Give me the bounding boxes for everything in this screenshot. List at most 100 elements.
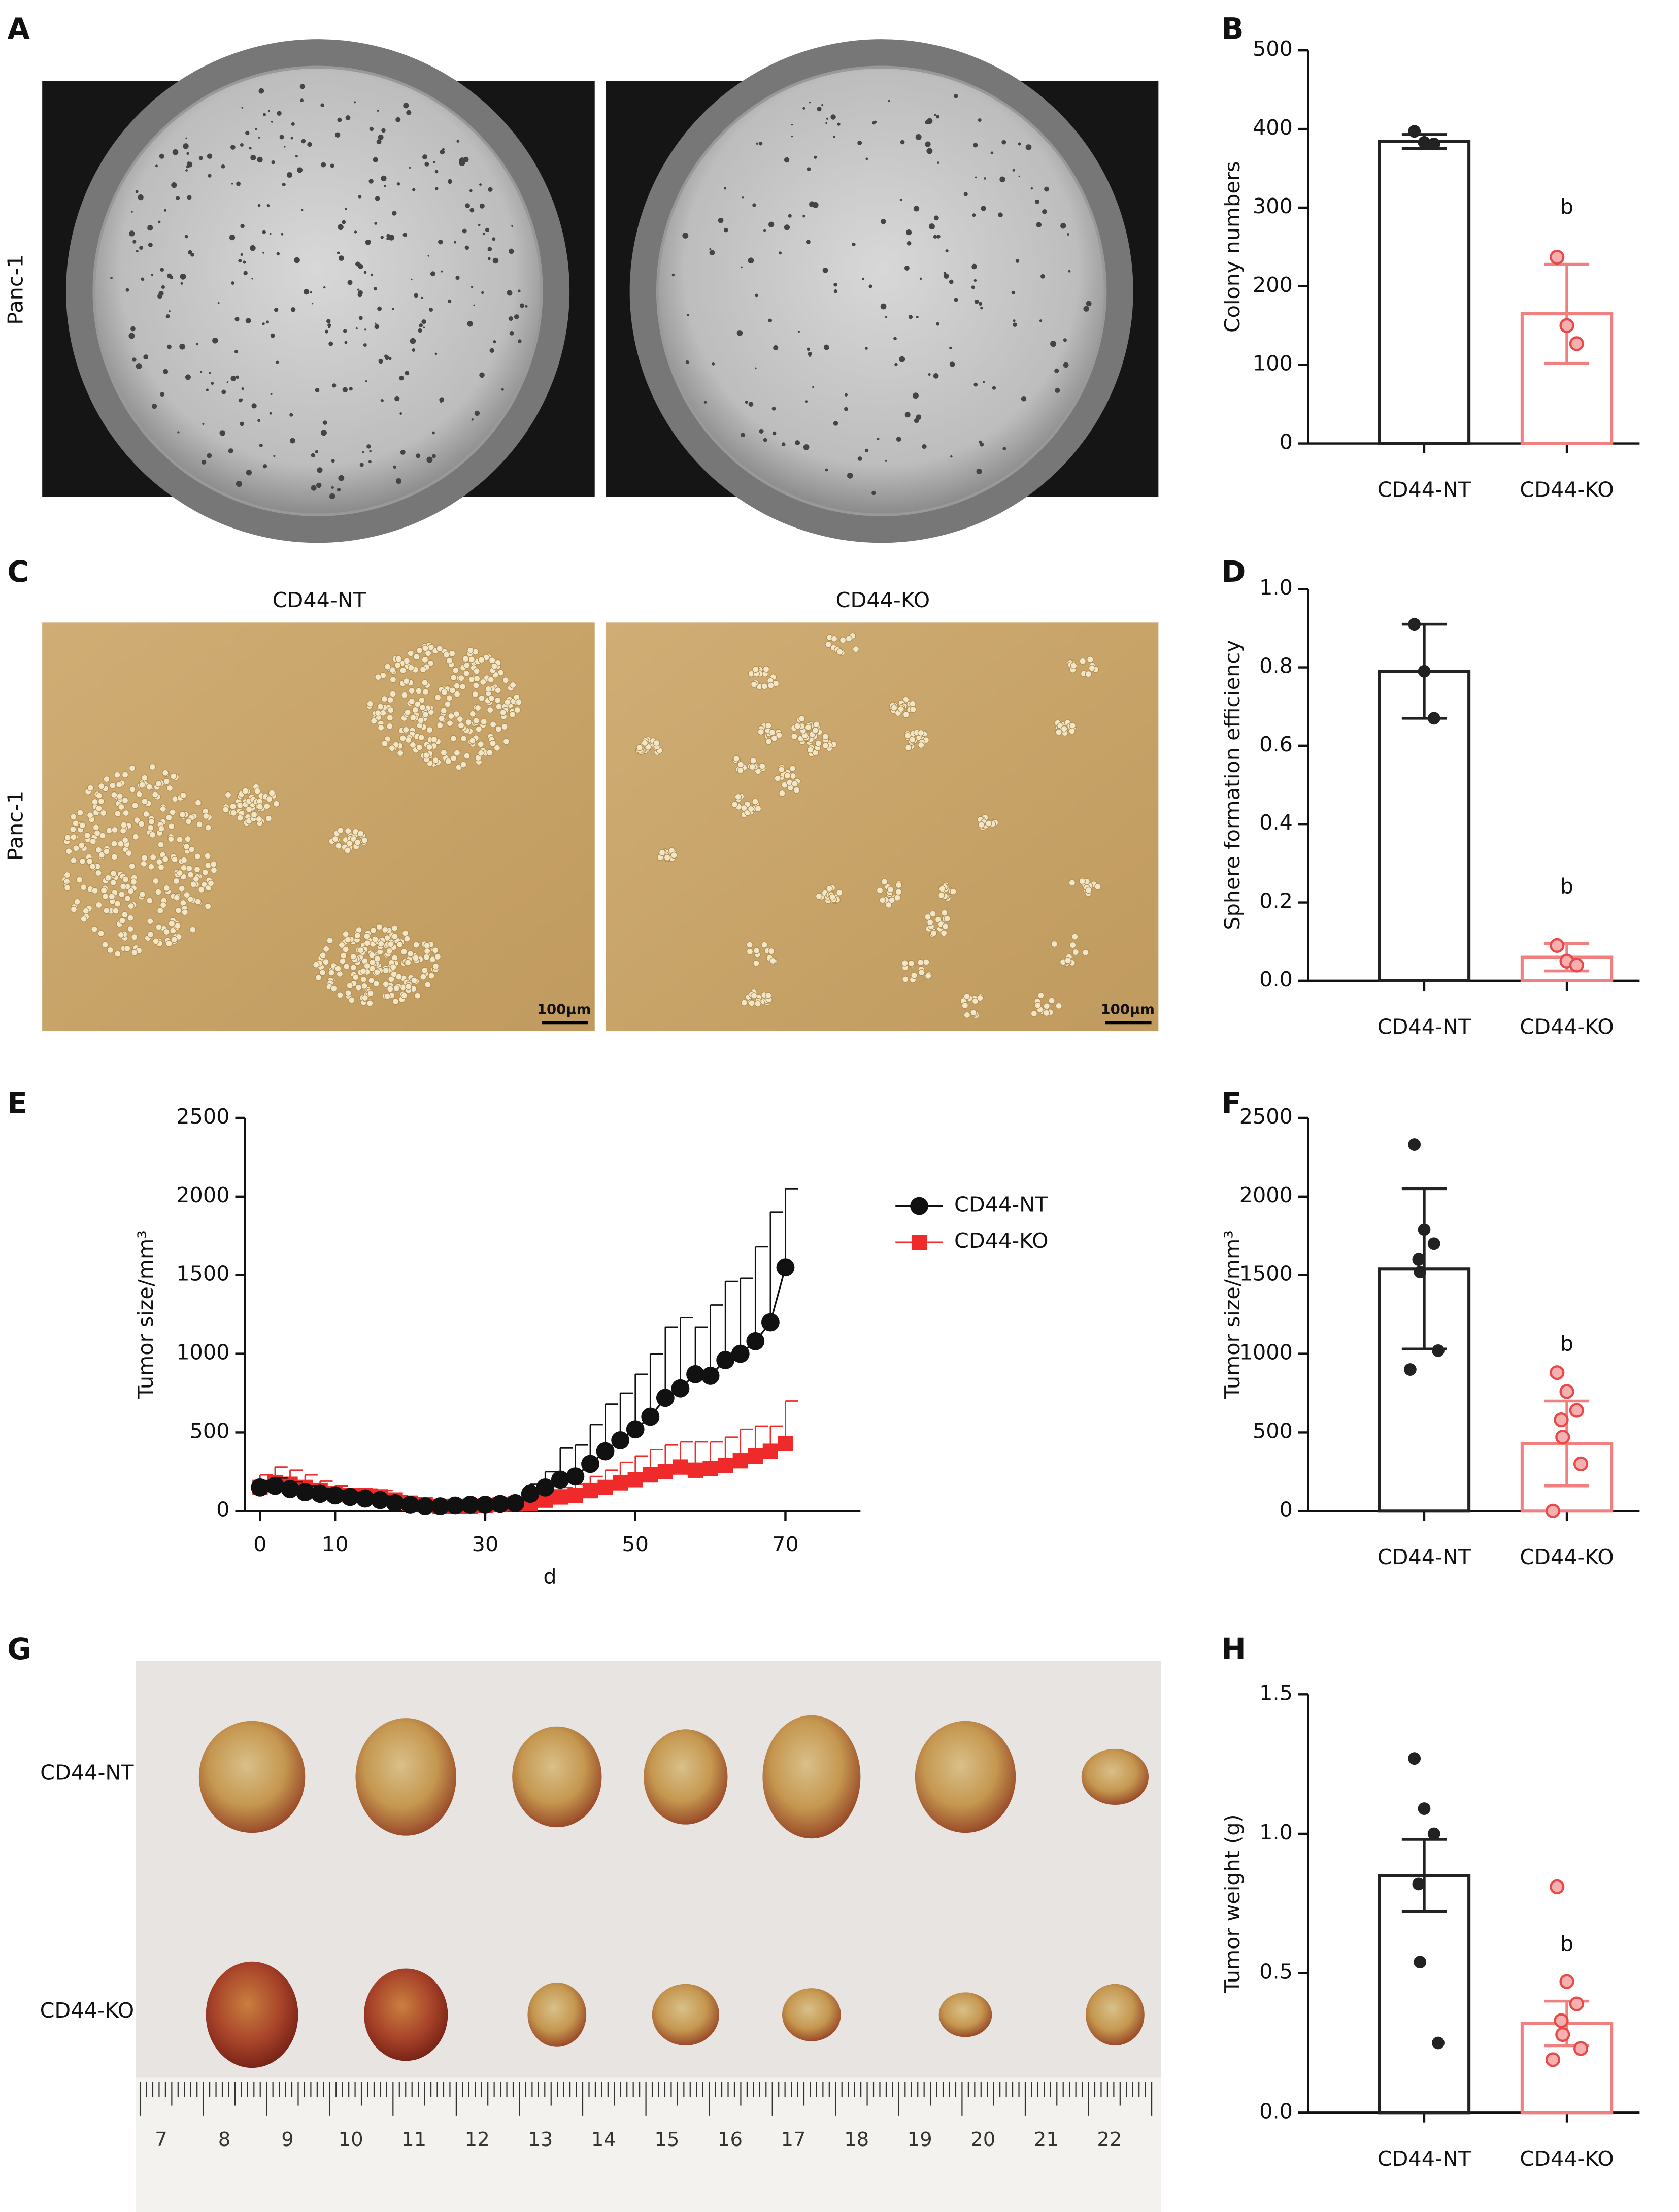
cell <box>977 994 984 1002</box>
cell <box>87 784 94 791</box>
colony <box>331 486 334 489</box>
colony <box>493 340 496 344</box>
ruler-label: 11 <box>401 2128 426 2151</box>
cell <box>237 814 244 821</box>
cell <box>63 884 71 892</box>
cell <box>387 940 394 948</box>
cell <box>79 857 86 865</box>
cell <box>176 836 183 843</box>
cell <box>468 656 475 663</box>
cell <box>374 955 381 963</box>
colony <box>231 281 235 285</box>
colony <box>525 305 528 308</box>
cell <box>929 910 936 917</box>
dish-inner <box>656 65 1107 516</box>
cell <box>263 803 271 810</box>
cell <box>340 952 347 959</box>
cell <box>845 635 853 642</box>
colony <box>392 308 394 310</box>
cell <box>121 771 129 778</box>
cell <box>436 645 444 652</box>
cell <box>121 837 129 844</box>
cell <box>180 856 188 864</box>
cell <box>391 925 398 932</box>
cell <box>237 802 244 809</box>
cell <box>438 715 445 722</box>
colony <box>464 245 469 250</box>
ruler-label: 9 <box>281 2128 294 2151</box>
cell <box>448 712 455 720</box>
colony <box>833 289 838 293</box>
photo-caption: CD44-NT <box>273 588 366 612</box>
cell <box>418 697 425 704</box>
cell <box>399 667 407 674</box>
colony <box>442 148 445 151</box>
colony <box>386 234 390 238</box>
cell <box>734 793 742 801</box>
cell <box>452 667 459 674</box>
colony <box>1018 142 1021 146</box>
cell <box>971 997 979 1005</box>
data-point <box>1554 2013 1569 2028</box>
cell <box>97 798 105 805</box>
colony <box>258 137 260 139</box>
data-point <box>1408 1138 1421 1151</box>
colony <box>128 230 135 237</box>
colony <box>471 286 474 288</box>
colony <box>428 307 433 312</box>
legend-marker <box>910 1197 928 1215</box>
panel-label: D <box>1221 554 1246 589</box>
data-point <box>762 1443 779 1459</box>
colony <box>110 277 113 279</box>
colony <box>240 143 244 147</box>
cell <box>412 954 419 962</box>
colony <box>992 386 996 390</box>
data-point <box>281 1480 299 1498</box>
colony <box>393 465 396 469</box>
colony <box>949 346 952 350</box>
data-point <box>521 1484 540 1503</box>
cell <box>793 786 800 794</box>
data-point <box>1418 665 1431 678</box>
cell <box>414 992 421 1000</box>
cell <box>204 852 211 860</box>
cell <box>908 960 915 967</box>
y-axis-label: Tumor weight (g) <box>1220 1814 1245 1993</box>
cell <box>127 925 134 933</box>
cell <box>421 967 428 974</box>
cell <box>761 941 768 948</box>
cell <box>653 739 660 747</box>
x-axis-label: d <box>543 1565 556 1589</box>
data-point <box>551 1470 569 1489</box>
cell <box>1069 941 1077 949</box>
colony <box>207 453 212 458</box>
cell <box>95 869 102 877</box>
colony <box>185 137 187 140</box>
colony <box>311 485 317 491</box>
error-bar <box>664 1326 678 1398</box>
cell <box>187 871 194 878</box>
cell <box>155 923 162 931</box>
cell <box>424 981 431 988</box>
data-point <box>416 1497 434 1515</box>
colony <box>347 280 353 285</box>
colony <box>238 259 242 263</box>
cell <box>423 953 430 961</box>
cell <box>469 710 476 717</box>
x-tick-label: 70 <box>772 1532 799 1557</box>
cell <box>457 721 465 729</box>
colony <box>752 203 756 207</box>
cell <box>390 964 397 971</box>
cell <box>663 854 671 861</box>
colony <box>230 376 237 381</box>
colony <box>926 148 933 154</box>
colony <box>207 153 213 159</box>
cell <box>337 992 344 999</box>
cell <box>386 722 393 730</box>
colony <box>159 153 164 159</box>
colony <box>399 375 404 381</box>
colony <box>723 227 728 233</box>
cell <box>130 934 138 941</box>
y-tick-label: 500 <box>1253 1418 1293 1443</box>
cell <box>184 835 191 843</box>
